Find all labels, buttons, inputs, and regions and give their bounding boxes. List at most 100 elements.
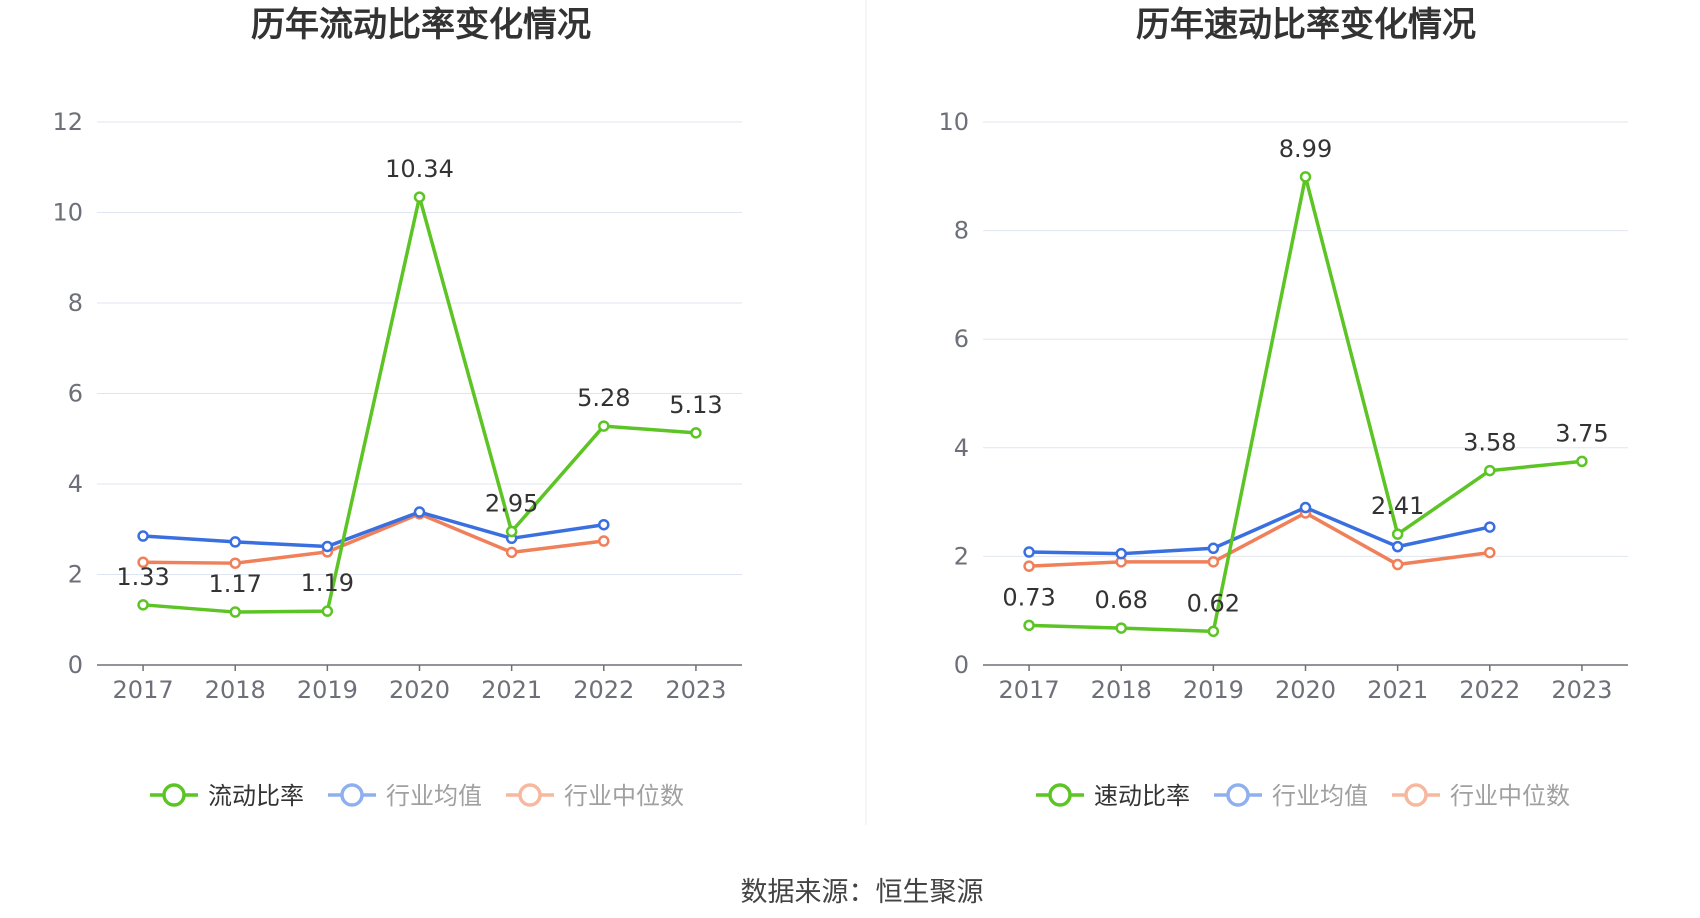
data-point	[1299, 501, 1312, 514]
x-tick-label: 2018	[205, 676, 266, 704]
legend-swatch-marker	[1404, 783, 1428, 807]
y-tick-label: 4	[954, 434, 969, 462]
legend-item-0[interactable]: 速动比率	[1036, 782, 1190, 810]
data-point	[229, 606, 241, 618]
x-tick-label: 2021	[1367, 676, 1428, 704]
data-label: 3.75	[1555, 419, 1608, 447]
legend-swatch-marker	[518, 783, 542, 807]
source-note: 数据来源：恒生聚源	[741, 877, 984, 908]
x-tick-label: 2022	[1459, 676, 1520, 704]
legend-item-1[interactable]: 行业均值	[1214, 782, 1368, 810]
current-ratio-title: 历年流动比率变化情况	[251, 5, 591, 45]
data-label: 0.68	[1094, 586, 1147, 614]
data-label: 5.28	[577, 384, 630, 412]
data-label: 1.17	[208, 570, 261, 598]
data-point	[690, 427, 702, 439]
y-tick-label: 6	[68, 380, 83, 408]
data-label: 1.33	[116, 563, 169, 591]
x-tick-label: 2020	[1275, 676, 1336, 704]
legend-item-0[interactable]: 流动比率	[150, 782, 304, 810]
series-line-1	[1029, 505, 1491, 556]
data-point	[1023, 619, 1035, 632]
current-ratio-chart: 历年流动比率变化情况 0 2 4 6 8 10 12 2017 2018 2019 2020 2021…	[52, 5, 742, 810]
x-tick-label: 2017	[999, 676, 1060, 704]
y-tick-label: 4	[68, 470, 83, 498]
legend-label: 行业中位数	[1450, 782, 1570, 810]
legend-swatch-marker	[1048, 783, 1072, 807]
legend-swatch-marker	[340, 783, 364, 807]
data-point	[598, 420, 610, 432]
x-tick-label: 2023	[665, 676, 726, 704]
x-tick-label: 2021	[481, 676, 542, 704]
y-tick-label: 2	[68, 561, 83, 589]
data-point	[1299, 171, 1312, 183]
legend-swatch-marker	[1226, 783, 1250, 807]
legend-item-1[interactable]: 行业均值	[328, 782, 482, 810]
legend-label: 流动比率	[208, 782, 304, 810]
data-label: 0.73	[1002, 583, 1055, 611]
x-tick-label: 2023	[1551, 676, 1612, 704]
data-point	[1576, 455, 1588, 468]
data-point	[598, 535, 610, 547]
quick-ratio-chart: 历年速动比率变化情况 0 2 4 6 8 10 2017 2018 2019 2020 2021 20…	[938, 5, 1628, 810]
data-point	[1484, 546, 1496, 559]
y-tick-label: 8	[954, 217, 969, 245]
y-tick-label: 12	[52, 108, 83, 136]
y-tick-label: 0	[954, 651, 969, 679]
data-point	[229, 557, 241, 569]
data-point	[1023, 546, 1035, 558]
data-point	[137, 599, 149, 611]
data-point	[1391, 540, 1404, 553]
data-label: 2.95	[485, 490, 538, 518]
data-label: 5.13	[669, 391, 722, 419]
data-point	[1023, 560, 1035, 572]
legend-label: 行业中位数	[564, 782, 684, 810]
data-point	[1484, 464, 1496, 477]
x-tick-label: 2020	[389, 676, 450, 704]
data-point	[1115, 547, 1127, 560]
series-line-2	[143, 512, 604, 565]
y-tick-label: 2	[954, 542, 969, 570]
y-tick-label: 6	[954, 325, 969, 353]
data-point	[321, 540, 334, 553]
data-point	[1207, 625, 1220, 638]
data-point	[137, 530, 149, 542]
data-label: 10.34	[385, 155, 454, 183]
data-point	[1207, 556, 1220, 568]
data-point	[321, 605, 334, 617]
x-tick-label: 2019	[297, 676, 358, 704]
x-tick-label: 2017	[113, 676, 174, 704]
data-label: 3.58	[1463, 429, 1516, 457]
data-label: 2.41	[1371, 492, 1424, 520]
data-label: 8.99	[1279, 135, 1332, 163]
legend-label: 行业均值	[386, 782, 482, 810]
legend-item-2[interactable]: 行业中位数	[506, 782, 684, 810]
y-tick-label: 10	[52, 199, 83, 227]
x-tick-label: 2018	[1091, 676, 1152, 704]
x-tick-label: 2022	[573, 676, 634, 704]
legend-item-2[interactable]: 行业中位数	[1392, 782, 1570, 810]
y-tick-label: 0	[68, 651, 83, 679]
data-label: 0.62	[1187, 589, 1240, 617]
legend-label: 行业均值	[1272, 782, 1368, 810]
data-point	[1391, 528, 1404, 540]
data-point	[505, 546, 518, 559]
data-point	[505, 525, 518, 538]
data-point	[598, 518, 610, 531]
series-line-1	[142, 510, 605, 549]
legend-label: 速动比率	[1094, 782, 1190, 810]
data-point	[229, 536, 241, 548]
series-line-2	[1028, 511, 1491, 568]
y-tick-label: 10	[938, 108, 969, 136]
data-point	[1391, 558, 1404, 571]
y-tick-label: 8	[68, 289, 83, 317]
data-point	[137, 556, 149, 569]
data-point	[1207, 542, 1220, 555]
legend-swatch-marker	[162, 783, 186, 807]
quick-ratio-title: 历年速动比率变化情况	[1136, 5, 1476, 45]
data-point	[1115, 622, 1127, 634]
data-label: 1.19	[301, 569, 354, 597]
data-point	[1484, 521, 1496, 533]
x-tick-label: 2019	[1183, 676, 1244, 704]
